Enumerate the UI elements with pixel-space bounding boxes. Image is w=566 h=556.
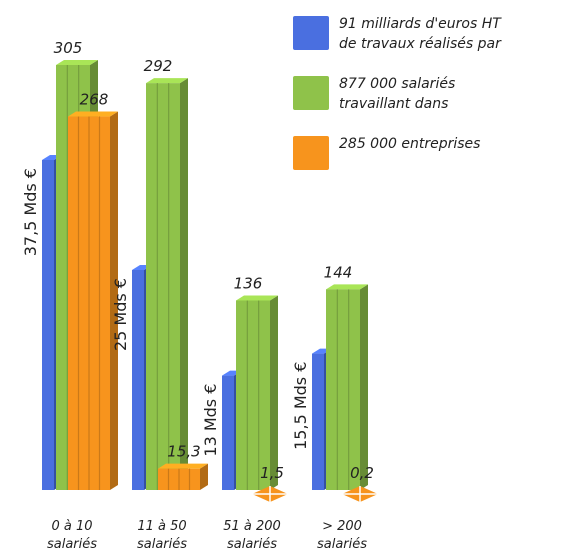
label-revenue: 13 Mds € xyxy=(201,384,220,457)
label-companies: 0,2 xyxy=(350,464,374,482)
bar-employees xyxy=(326,284,368,490)
category-label: 51 à 200 xyxy=(223,519,281,534)
category-label: salariés xyxy=(317,537,367,552)
bar-employees xyxy=(236,295,278,490)
plot-area: 37,5 Mds € 305 268 0 à 10 salariés 25 Mds € 29… xyxy=(21,39,378,552)
label-employees: 136 xyxy=(234,274,263,292)
bar-employees xyxy=(146,78,188,491)
legend-swatch-orange xyxy=(293,136,329,170)
bar-companies xyxy=(158,463,208,490)
legend-label-companies: 285 000 entreprises xyxy=(339,136,481,152)
category-label: > 200 xyxy=(322,519,362,534)
label-employees: 292 xyxy=(144,57,173,75)
label-employees: 144 xyxy=(324,263,353,281)
category-label: 11 à 50 xyxy=(137,519,186,534)
category-label: 0 à 10 xyxy=(51,519,92,534)
label-revenue: 25 Mds € xyxy=(111,278,130,351)
legend-label-revenue: 91 milliards d'euros HT de travaux réali… xyxy=(339,16,501,52)
label-companies: 268 xyxy=(80,91,109,109)
category-label: salariés xyxy=(47,537,97,552)
legend-swatch-blue xyxy=(293,16,329,50)
category-group: 15,5 Mds € 144 0,2 > 200 salariés xyxy=(291,263,378,552)
category-label: salariés xyxy=(137,537,187,552)
category-group: 13 Mds € 136 1,5 51 à 200 salariés xyxy=(201,274,288,552)
legend-swatch-green xyxy=(293,76,329,110)
label-employees: 305 xyxy=(54,39,83,57)
category-group: 25 Mds € 292 15,3 11 à 50 salariés xyxy=(111,57,208,552)
legend-label-employees: 877 000 salariés travaillant dans xyxy=(339,76,456,112)
label-companies: 15,3 xyxy=(167,443,200,461)
legend-item-revenue: 91 milliards d'euros HT de travaux réali… xyxy=(293,14,563,74)
label-companies: 1,5 xyxy=(260,464,284,482)
label-revenue: 37,5 Mds € xyxy=(21,168,40,256)
bar-companies xyxy=(252,486,288,502)
category-group: 37,5 Mds € 305 268 0 à 10 salariés xyxy=(21,39,118,552)
legend-item-companies: 285 000 entreprises xyxy=(293,134,563,174)
bar-companies xyxy=(342,486,378,502)
bar-companies xyxy=(68,111,118,491)
category-label: salariés xyxy=(227,537,277,552)
legend: 91 milliards d'euros HT de travaux réali… xyxy=(293,14,563,174)
label-revenue: 15,5 Mds € xyxy=(291,362,310,450)
legend-item-employees: 877 000 salariés travaillant dans xyxy=(293,74,563,134)
